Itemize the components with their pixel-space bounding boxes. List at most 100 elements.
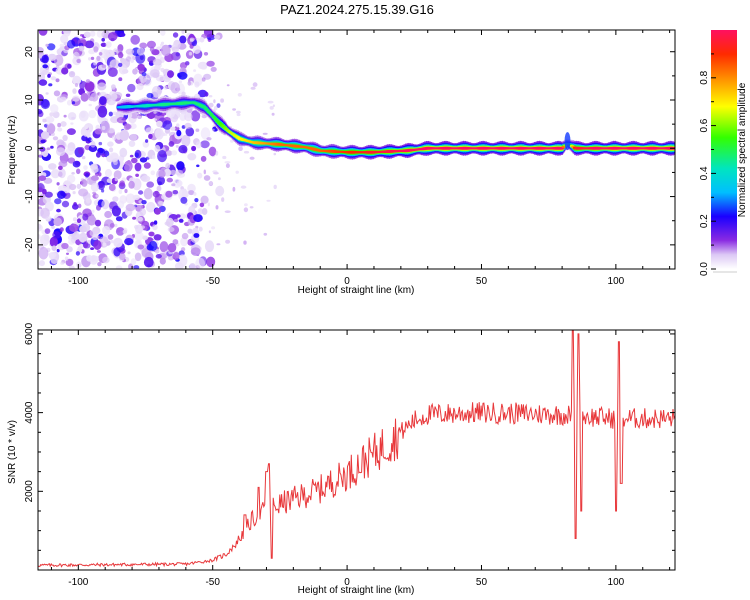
heatmap-noise-cell	[157, 181, 162, 186]
heatmap-noise-cell	[107, 141, 114, 147]
heatmap-noise-cell	[146, 181, 154, 188]
heatmap-frame	[37, 29, 676, 270]
heatmap-x-tick-label: -100	[68, 276, 88, 287]
heatmap-noise-cell	[203, 169, 206, 175]
heatmap-noise-cell	[109, 223, 115, 228]
heatmap-noise-cell	[207, 202, 210, 207]
heatmap-noise-cell	[42, 118, 47, 123]
heatmap-noise-cell	[127, 251, 131, 255]
heatmap-noise-cell	[152, 58, 162, 66]
heatmap-noise-cell	[136, 83, 144, 91]
heatmap-noise-cell	[46, 147, 51, 151]
heatmap-noise-cell	[51, 245, 57, 251]
colorbar-tick-label: 0.4	[699, 166, 710, 180]
heatmap-noise-cell	[48, 163, 57, 170]
snr-plot-background	[38, 330, 675, 570]
heatmap-noise-cell	[101, 153, 106, 158]
heatmap-noise-cell	[130, 58, 135, 63]
heatmap-noise-cell	[195, 141, 202, 149]
heatmap-noise-cell	[93, 240, 102, 250]
heatmap-noise-cell	[46, 43, 56, 51]
heatmap-noise-cell	[187, 153, 197, 161]
heatmap-noise-cell	[125, 93, 131, 98]
heatmap-noise-cell	[50, 104, 59, 114]
heatmap-noise-cell	[72, 88, 77, 94]
heatmap-noise-cell	[134, 152, 139, 158]
heatmap-noise-cell	[195, 128, 200, 132]
heatmap-noise-cell	[84, 124, 89, 130]
heatmap-noise-cell	[143, 188, 153, 200]
heatmap-noise-cell	[109, 147, 114, 153]
heatmap-noise-cell	[262, 132, 268, 135]
heatmap-noise-cell	[98, 52, 103, 56]
heatmap-noise-cell	[141, 200, 147, 205]
heatmap-noise-cell	[179, 35, 187, 44]
heatmap-noise-cell	[226, 84, 230, 87]
heatmap-noise-cell	[273, 184, 277, 190]
heatmap-noise-cell	[177, 71, 188, 80]
heatmap-noise-cell	[56, 248, 60, 253]
heatmap-noise-cell	[167, 227, 175, 232]
heatmap-noise-cell	[203, 175, 211, 181]
colorbar-axis: 0.0 0.2 0.4 0.6 0.8	[699, 53, 737, 276]
colorbar	[711, 30, 737, 269]
heatmap-noise-cell	[125, 203, 136, 212]
heatmap-noise-cell	[90, 247, 95, 251]
heatmap-noise-cell	[68, 265, 75, 269]
heatmap-noise-cell	[191, 145, 197, 152]
heatmap-noise-cell	[194, 81, 200, 88]
heatmap-noise-cell	[164, 221, 171, 226]
heatmap-noise-cell	[47, 73, 51, 78]
heatmap-noise-cell	[108, 111, 113, 117]
heatmap-noise-cell	[60, 261, 65, 265]
heatmap-noise-cell	[107, 32, 118, 41]
snr-y-tick-label: 4000	[24, 401, 35, 424]
heatmap-noise-cell	[115, 265, 123, 269]
heatmap-noise-cell	[95, 194, 99, 198]
heatmap-noise-cell	[225, 239, 231, 244]
heatmap-noise-cell	[165, 150, 173, 156]
heatmap-y-tick-label: 10	[24, 94, 35, 106]
heatmap-noise-cell	[72, 203, 79, 210]
heatmap-noise-cell	[58, 168, 66, 179]
heatmap-noise-cell	[45, 92, 49, 95]
heatmap-noise-cell	[119, 32, 126, 37]
heatmap-noise-cell	[105, 49, 115, 59]
heatmap-noise-cell	[148, 240, 158, 252]
heatmap-noise-cell	[94, 128, 103, 135]
heatmap-noise-cell	[237, 93, 242, 97]
heatmap-noise-cell	[193, 214, 203, 223]
heatmap-noise-cell	[200, 195, 209, 204]
heatmap-noise-cell	[160, 44, 171, 57]
heatmap-noise-cell	[51, 225, 55, 230]
heatmap-disturbance	[564, 132, 571, 151]
heatmap-noise-cell	[76, 183, 82, 190]
heatmap-noise-cell	[52, 231, 61, 239]
heatmap-noise-cell	[75, 251, 80, 256]
heatmap-noise-cell	[102, 225, 111, 235]
heatmap-noise-cell	[200, 155, 207, 162]
heatmap-noise-cell	[240, 185, 247, 189]
heatmap-noise-cell	[99, 96, 107, 106]
heatmap-noise-cell	[94, 219, 102, 227]
heatmap-noise-cell	[192, 45, 201, 54]
heatmap-noise-cell	[224, 161, 231, 164]
heatmap-noise-cell	[201, 208, 208, 215]
heatmap-noise-cell	[66, 128, 76, 136]
heatmap-noise-cell	[145, 127, 154, 134]
heatmap-noise-cell	[188, 190, 195, 196]
heatmap-noise-cell	[107, 234, 114, 240]
heatmap-noise-cell	[200, 140, 210, 149]
heatmap-noise-cell	[193, 192, 197, 196]
snr-series-line	[38, 330, 675, 568]
heatmap-noise-cell	[107, 67, 118, 77]
heatmap-noise-cell	[203, 52, 209, 56]
heatmap-noise-cell	[249, 206, 254, 209]
heatmap-noise-cell	[218, 177, 221, 181]
heatmap-noise-cell	[50, 169, 60, 179]
heatmap-noise-cell	[213, 106, 218, 111]
heatmap-noise-cell	[211, 226, 216, 230]
snr-axes: -100 -50 0 50 100 2000 4000 6000	[24, 322, 675, 588]
heatmap-noise-cell	[181, 134, 191, 147]
heatmap-noise-cell	[93, 61, 97, 66]
